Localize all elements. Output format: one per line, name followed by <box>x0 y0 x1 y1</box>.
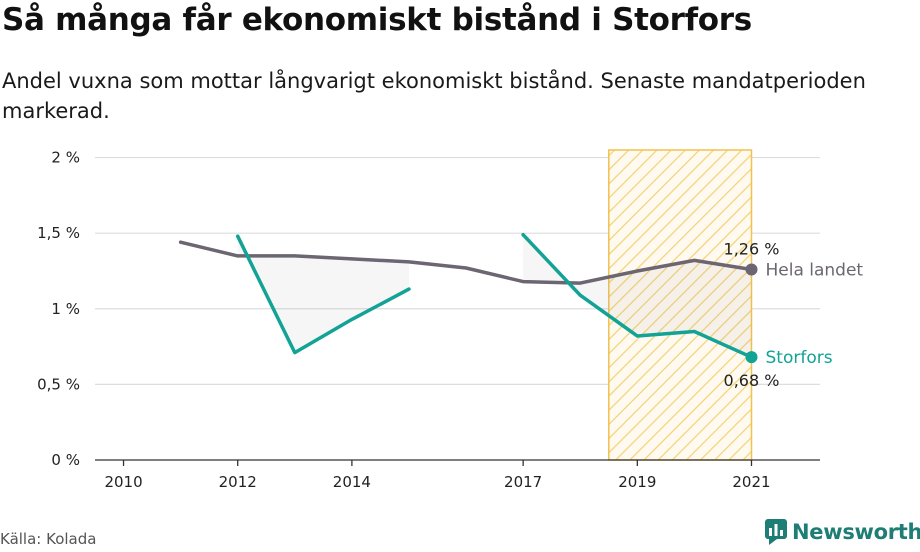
y-tick-label: 0,5 % <box>37 375 80 393</box>
series-line-storfors <box>521 232 754 359</box>
x-tick-label: 2017 <box>504 473 542 491</box>
y-tick-label: 2 % <box>51 149 80 167</box>
difference-area <box>237 236 409 353</box>
page-subtitle: Andel vuxna som mottar långvarigt ekonom… <box>2 69 866 123</box>
source-note: Källa: Kolada <box>0 530 97 548</box>
series-line-storfors <box>235 234 411 355</box>
x-tick-label: 2012 <box>219 473 257 491</box>
brand-name: Newsworthy <box>792 520 920 544</box>
end-point-hela-landet <box>745 263 758 276</box>
series-line-hela-landet <box>178 240 754 285</box>
x-tick-label: 2010 <box>104 473 142 491</box>
x-tick-label: 2021 <box>732 473 770 491</box>
x-tick-label: 2014 <box>333 473 371 491</box>
y-tick-label: 0 % <box>51 451 80 469</box>
newsworthy-logo-icon <box>765 519 787 545</box>
highlight-period <box>608 149 753 461</box>
x-tick-label: 2019 <box>618 473 656 491</box>
y-tick-label: 1,5 % <box>37 224 80 242</box>
brand: Newsworthy <box>765 519 920 545</box>
page-title: Så många får ekonomiskt bistånd i Storfo… <box>2 2 752 38</box>
difference-area <box>523 234 752 358</box>
data-label-storfors: 0,68 % <box>724 371 780 390</box>
series-label-storfors: Storfors <box>765 348 832 368</box>
y-tick-label: 1 % <box>51 300 80 318</box>
end-point-storfors <box>745 351 758 364</box>
data-label-hela-landet: 1,26 % <box>724 239 780 258</box>
series-label-hela-landet: Hela landet <box>765 260 863 280</box>
